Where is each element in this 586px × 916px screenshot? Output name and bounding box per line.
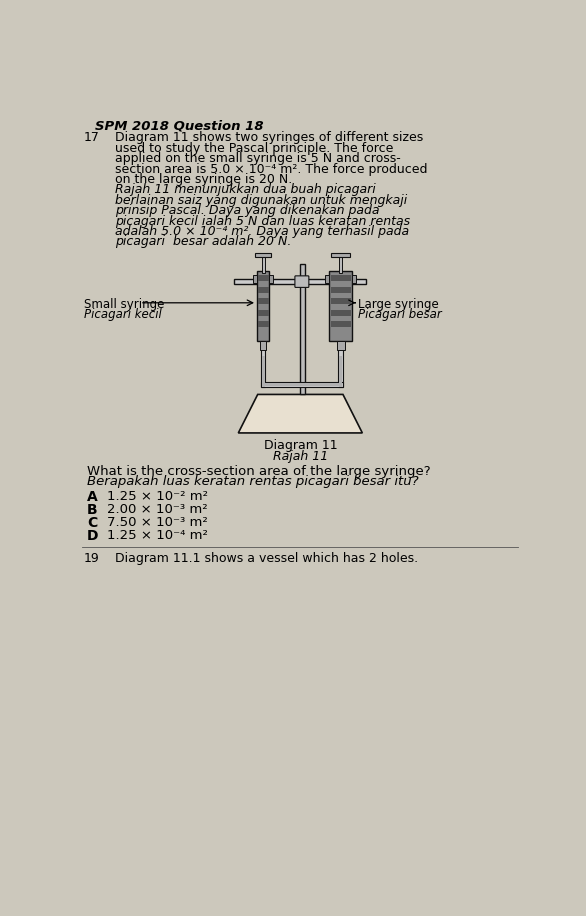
Bar	[331, 310, 350, 316]
Text: D: D	[87, 529, 98, 543]
Text: C: C	[87, 516, 97, 530]
Text: Large syringe: Large syringe	[359, 299, 439, 311]
Bar	[261, 383, 342, 386]
Bar	[329, 271, 352, 341]
Text: Rajah 11: Rajah 11	[272, 450, 328, 463]
Text: Diagram 11 shows two syringes of different sizes: Diagram 11 shows two syringes of differe…	[115, 132, 423, 145]
Bar	[331, 275, 350, 281]
Text: 7.50 × 10⁻³ m²: 7.50 × 10⁻³ m²	[107, 516, 208, 529]
Text: B: B	[87, 503, 98, 517]
Text: 2.00 × 10⁻³ m²: 2.00 × 10⁻³ m²	[107, 503, 208, 516]
Text: Picagari kecil: Picagari kecil	[84, 308, 162, 322]
Text: Diagram 11: Diagram 11	[264, 439, 337, 453]
Bar	[352, 275, 356, 283]
Text: on the large syringe is 20 N.: on the large syringe is 20 N.	[115, 173, 292, 186]
Bar	[260, 341, 266, 350]
Text: berlainan saiz yang digunakan untuk mengkaji: berlainan saiz yang digunakan untuk meng…	[115, 194, 407, 207]
Bar	[338, 341, 343, 387]
FancyBboxPatch shape	[295, 276, 309, 288]
Bar	[258, 287, 268, 293]
Bar	[270, 275, 273, 283]
Bar	[331, 322, 350, 327]
Text: Small syringe: Small syringe	[84, 299, 165, 311]
Bar	[258, 275, 268, 281]
Bar	[255, 253, 271, 257]
Bar	[325, 275, 329, 283]
Bar	[258, 310, 268, 316]
Bar	[261, 341, 265, 387]
Text: used to study the Pascal principle. The force: used to study the Pascal principle. The …	[115, 142, 393, 155]
Text: applied on the small syringe is 5 N and cross-: applied on the small syringe is 5 N and …	[115, 152, 401, 165]
Text: adalah 5.0 × 10⁻⁴ m². Daya yang terhasil pada: adalah 5.0 × 10⁻⁴ m². Daya yang terhasil…	[115, 225, 409, 238]
Bar	[253, 275, 257, 283]
Text: picagari kecil ialah 5 N dan luas keratan rentas: picagari kecil ialah 5 N dan luas kerata…	[115, 214, 410, 228]
Text: Diagram 11.1 shows a vessel which has 2 holes.: Diagram 11.1 shows a vessel which has 2 …	[115, 551, 418, 564]
Bar	[331, 287, 350, 293]
Text: What is the cross-section area of the large syringe?: What is the cross-section area of the la…	[87, 464, 431, 477]
Text: 1.25 × 10⁻² m²: 1.25 × 10⁻² m²	[107, 490, 209, 503]
Text: prinsip Pascal. Daya yang dikenakan pada: prinsip Pascal. Daya yang dikenakan pada	[115, 204, 380, 217]
Text: 19: 19	[84, 551, 100, 564]
Text: section area is 5.0 × 10⁻⁴ m². The force produced: section area is 5.0 × 10⁻⁴ m². The force…	[115, 163, 428, 176]
Bar	[331, 299, 350, 304]
Text: Rajah 11 menunjukkan dua buah picagari: Rajah 11 menunjukkan dua buah picagari	[115, 183, 376, 196]
Polygon shape	[239, 395, 362, 433]
Text: picagari  besar adalah 20 N.: picagari besar adalah 20 N.	[115, 235, 291, 248]
Bar	[339, 356, 342, 387]
Text: 17: 17	[84, 132, 100, 145]
Bar	[299, 264, 305, 395]
Text: A: A	[87, 490, 98, 504]
Text: Berapakah luas keratan rentas picagari besar itu?: Berapakah luas keratan rentas picagari b…	[87, 475, 419, 488]
Bar	[261, 356, 265, 387]
Text: 1.25 × 10⁻⁴ m²: 1.25 × 10⁻⁴ m²	[107, 529, 208, 542]
Bar	[337, 341, 345, 350]
Bar	[257, 271, 270, 341]
Bar	[331, 253, 350, 257]
Text: SPM 2018 Question 18: SPM 2018 Question 18	[95, 119, 264, 132]
Bar	[258, 322, 268, 327]
Bar	[261, 256, 265, 273]
Bar	[339, 256, 342, 273]
Bar	[258, 299, 268, 304]
Bar	[261, 382, 343, 387]
Text: Picagari besar: Picagari besar	[359, 308, 442, 322]
Bar	[234, 279, 366, 284]
